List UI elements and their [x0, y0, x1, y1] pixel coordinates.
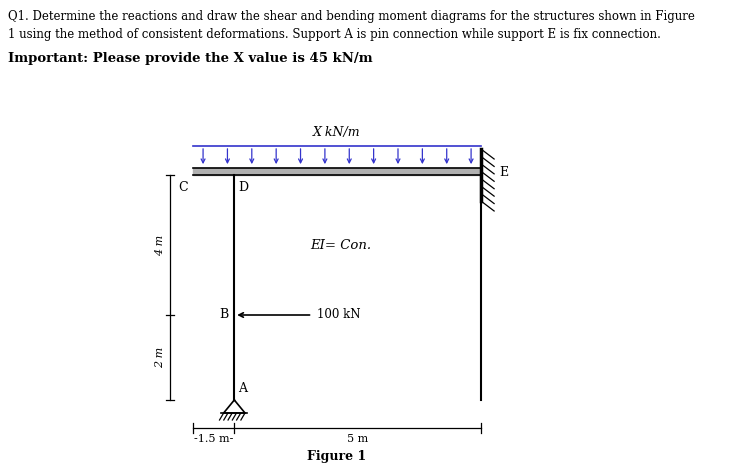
Text: 4 m: 4 m — [155, 235, 165, 256]
Text: 2 m: 2 m — [155, 347, 165, 368]
Text: Figure 1: Figure 1 — [308, 450, 367, 463]
Text: 100 kN: 100 kN — [317, 308, 361, 321]
Text: B: B — [219, 308, 229, 321]
Text: A: A — [238, 382, 247, 395]
Text: X kN/m: X kN/m — [313, 126, 361, 139]
Text: EI= Con.: EI= Con. — [311, 238, 372, 251]
Text: 5 m: 5 m — [347, 434, 368, 444]
Text: Q1. Determine the reactions and draw the shear and bending moment diagrams for t: Q1. Determine the reactions and draw the… — [8, 10, 695, 23]
Text: 1 using the method of consistent deformations. Support A is pin connection while: 1 using the method of consistent deforma… — [8, 28, 661, 41]
Text: C: C — [179, 181, 188, 194]
Text: -1.5 m-: -1.5 m- — [194, 434, 233, 444]
Text: Important: Please provide the X value is 45 kN/m: Important: Please provide the X value is… — [8, 52, 373, 65]
Text: D: D — [238, 181, 249, 194]
Text: E: E — [499, 165, 508, 179]
